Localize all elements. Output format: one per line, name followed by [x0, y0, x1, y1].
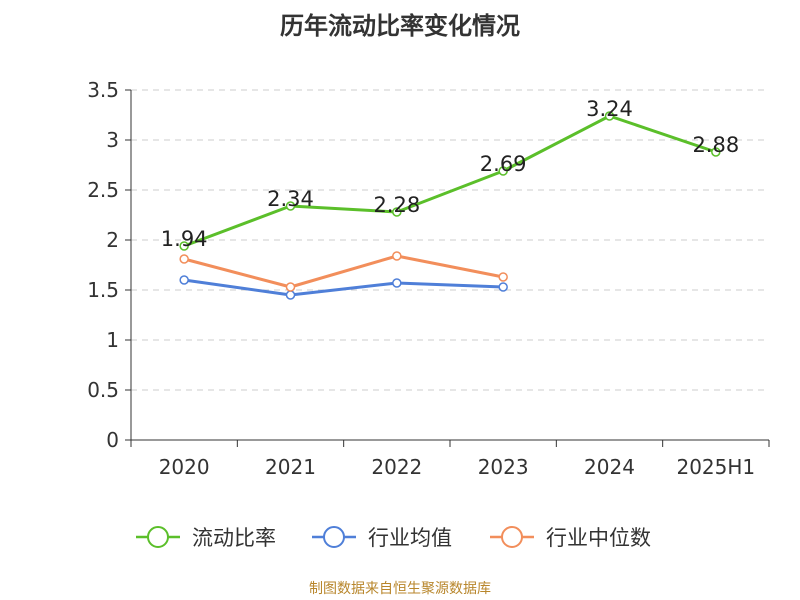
x-tick-label: 2025H1 [676, 455, 755, 479]
data-label: 1.94 [161, 227, 208, 251]
data-point [498, 282, 508, 292]
data-label: 2.34 [267, 187, 314, 211]
data-point [392, 278, 402, 288]
data-point [604, 111, 615, 121]
x-tick-label: 2024 [584, 455, 635, 479]
data-source-note: 制图数据来自恒生聚源数据库 [309, 581, 491, 597]
series-line [183, 254, 504, 289]
x-tick-label: 2020 [159, 455, 210, 479]
data-labels: 1.94 2.34 2.28 2.69 3.24 2.88 [161, 97, 739, 251]
legend: 流动比率 行业均值 行业中位数 [136, 526, 651, 550]
data-label: 3.24 [586, 97, 633, 121]
series-line [183, 114, 717, 248]
data-point [179, 275, 189, 285]
grid-lines [131, 89, 769, 391]
data-label: 2.28 [373, 193, 420, 217]
y-tick-label: 2 [106, 228, 119, 252]
legend-item: 流动比率 [192, 526, 276, 550]
data-point [498, 166, 508, 176]
series-lines [179, 111, 721, 300]
data-point [179, 241, 189, 251]
y-tick-label: 2.5 [87, 178, 119, 202]
data-label: 2.69 [480, 152, 527, 176]
y-tick-label: 1.5 [87, 278, 119, 302]
data-point [711, 147, 721, 157]
axes: 0 0.5 1 1.5 2 2.5 3 3.5 2020 2021 2022 2023 2024 2025… [87, 78, 770, 479]
y-tick-label: 3 [106, 128, 119, 152]
legend-marker [147, 526, 169, 548]
y-tick-label: 0.5 [87, 378, 119, 402]
data-point [498, 272, 508, 282]
data-point [285, 282, 296, 292]
x-tick-label: 2021 [265, 455, 316, 479]
y-tick-label: 3.5 [87, 78, 119, 102]
series-line [183, 278, 504, 297]
data-point [285, 201, 296, 211]
chart-title: 历年流动比率变化情况 [280, 12, 520, 40]
x-tick-label: 2023 [478, 455, 529, 479]
data-point [285, 290, 296, 300]
legend-item: 行业均值 [368, 526, 452, 550]
y-tick-label: 1 [106, 328, 119, 352]
legend-item: 行业中位数 [546, 526, 651, 550]
legend-marker [323, 526, 345, 548]
data-point [392, 207, 402, 217]
data-label: 2.88 [692, 133, 739, 157]
data-point [392, 251, 402, 261]
legend-marker [501, 526, 523, 548]
data-point [179, 254, 189, 264]
x-tick-label: 2022 [371, 455, 422, 479]
y-tick-label: 0 [106, 428, 119, 452]
